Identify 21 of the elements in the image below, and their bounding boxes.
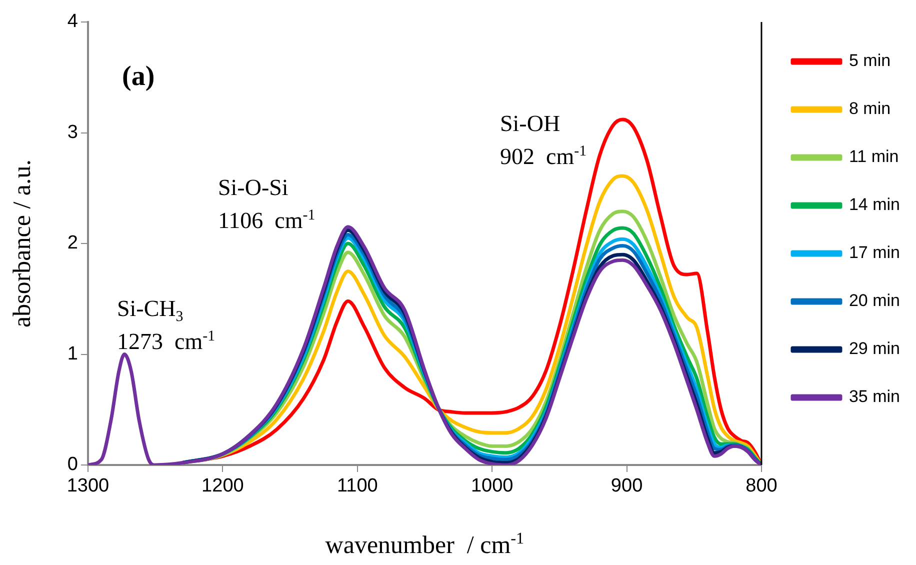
y-tick-label: 2	[67, 232, 78, 254]
legend-label: 29 min	[848, 339, 900, 358]
x-tick-label: 1000	[470, 476, 514, 497]
legend-label: 14 min	[848, 195, 900, 214]
legend-label: 20 min	[848, 291, 900, 310]
y-tick-label: 4	[67, 11, 78, 32]
y-axis-title: absorbance / a.u.	[9, 160, 36, 328]
legend-label: 35 min	[848, 387, 900, 406]
x-tick-label: 900	[610, 476, 643, 497]
annotation: (a)	[122, 61, 155, 92]
y-tick-label: 1	[67, 343, 78, 364]
legend-label: 17 min	[848, 243, 900, 262]
x-tick-label: 1200	[202, 476, 244, 497]
x-tick-label: 1100	[336, 476, 378, 497]
x-tick-label: 800	[746, 476, 778, 497]
legend-label: 11 min	[848, 147, 899, 166]
x-tick-label: 1300	[66, 476, 110, 497]
y-tick-label: 0	[67, 454, 78, 476]
y-tick-label: 3	[67, 122, 78, 143]
legend-label: 5 min	[848, 51, 891, 70]
legend-label: 8 min	[848, 99, 891, 118]
